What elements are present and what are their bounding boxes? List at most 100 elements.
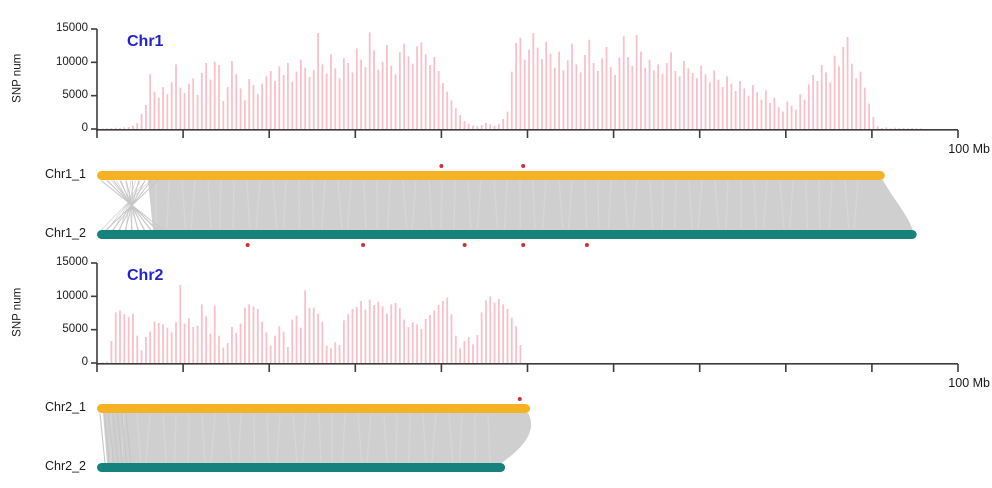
- snp-bar: [459, 115, 462, 129]
- snp-bar: [601, 58, 604, 130]
- snp-bar: [106, 128, 109, 129]
- snp-bar: [803, 99, 806, 129]
- snp-bar: [536, 47, 539, 129]
- snp-bar: [386, 313, 388, 363]
- synteny-streak: [411, 180, 417, 230]
- synteny-panel-Chr2_1: [97, 397, 532, 472]
- inversion-cross-line: [106, 180, 158, 231]
- snp-bar: [485, 300, 487, 363]
- synteny-streak: [762, 180, 768, 230]
- snp-bar: [743, 88, 746, 129]
- snp-bar: [911, 128, 914, 129]
- snp-bar: [485, 123, 487, 129]
- snp-bar: [252, 85, 255, 129]
- snp-bar: [183, 323, 186, 363]
- snp-bar: [166, 327, 169, 363]
- synteny-streak: [232, 180, 235, 230]
- haplotype2-bar: [97, 230, 917, 239]
- snp-bar: [859, 71, 862, 129]
- synteny-streak: [166, 180, 170, 230]
- snp-bar: [541, 59, 543, 129]
- snp-bar: [489, 296, 492, 363]
- snp-bar: [317, 33, 319, 129]
- synteny-streak: [366, 413, 372, 463]
- synteny-streak: [408, 413, 411, 463]
- snp-bar: [562, 70, 565, 129]
- synteny-streak: [428, 180, 433, 230]
- snp-bar: [816, 81, 819, 129]
- snp-bar: [386, 45, 388, 129]
- snp-bar: [411, 322, 414, 363]
- synteny-ribbon: [103, 413, 532, 463]
- snp-bar: [846, 37, 849, 129]
- snp-bar: [876, 126, 879, 129]
- snp-bar: [97, 128, 100, 129]
- snp-bar: [282, 75, 285, 129]
- snp-bar: [872, 117, 875, 129]
- snp-bar: [299, 327, 302, 363]
- snp-bar: [347, 314, 350, 363]
- snp-bar: [420, 42, 423, 130]
- snp-bar: [868, 103, 870, 129]
- synteny-streak: [237, 413, 242, 463]
- snp-bar: [730, 83, 733, 129]
- synteny-streak: [383, 413, 388, 463]
- snp-bar: [188, 83, 190, 129]
- snp-bar: [338, 78, 341, 129]
- snp-bar: [218, 65, 220, 129]
- snp-bar: [584, 55, 586, 129]
- snp-bar: [149, 331, 152, 363]
- snp-bar: [579, 72, 582, 129]
- snp-bar: [640, 51, 642, 129]
- snp-bar: [442, 83, 444, 129]
- snp-bar: [144, 105, 147, 129]
- snp-bar: [708, 82, 711, 129]
- snp-bar: [127, 317, 130, 363]
- snp-bar: [373, 305, 375, 363]
- haplotype1-bar: [97, 171, 885, 180]
- snp-bar: [915, 128, 918, 129]
- synteny-streak: [458, 413, 463, 463]
- snp-bar: [196, 325, 199, 363]
- snp-bar: [528, 49, 530, 129]
- snp-bar: [394, 74, 397, 129]
- synteny-streak: [173, 413, 177, 463]
- snp-bar: [433, 57, 436, 129]
- y-tick-label: 10000: [56, 56, 88, 68]
- snp-bar: [644, 67, 647, 129]
- snp-bar: [157, 97, 160, 129]
- snp-bar: [235, 333, 238, 363]
- snp-bar: [472, 125, 474, 129]
- snp-bar: [829, 82, 832, 129]
- variant-dot: [361, 243, 366, 247]
- snp-bar: [368, 299, 371, 363]
- haplotype2-bar: [97, 463, 506, 472]
- snp-bar: [390, 65, 393, 129]
- snp-bar: [674, 71, 677, 129]
- snp-bar: [493, 125, 496, 129]
- snp-bar: [136, 123, 139, 129]
- snp-bar: [256, 94, 259, 129]
- synteny-streak: [805, 180, 809, 230]
- snp-bar: [403, 43, 406, 129]
- snp-bar: [342, 320, 345, 363]
- synteny-streak: [607, 180, 612, 230]
- snp-bar: [454, 108, 457, 129]
- synteny-streak: [357, 413, 363, 463]
- chart-title-chr2: Chr2: [127, 267, 164, 284]
- synteny-streak: [714, 180, 720, 230]
- snp-bar: [209, 79, 212, 129]
- snp-bar: [291, 319, 294, 363]
- snp-bar: [269, 71, 272, 129]
- snp-bar: [683, 61, 685, 129]
- snp-bar: [119, 310, 121, 363]
- synteny-streak: [318, 413, 322, 463]
- synteny-streak: [272, 180, 278, 230]
- snp-bar: [773, 97, 776, 129]
- y-tick-label: 0: [81, 122, 88, 134]
- synteny-streak: [227, 413, 233, 463]
- y-tick-label: 5000: [62, 323, 88, 335]
- snp-bar: [751, 85, 754, 129]
- snp-bar: [325, 73, 328, 129]
